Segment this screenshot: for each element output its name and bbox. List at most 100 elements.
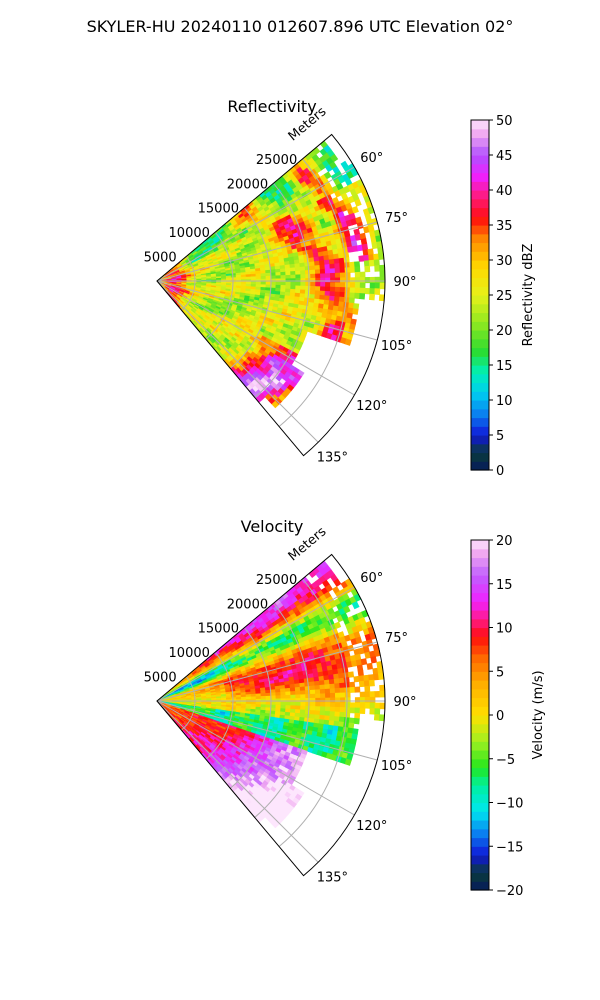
colorbar-segment — [471, 592, 489, 602]
radar-cell — [368, 254, 375, 261]
colorbar-segment — [471, 198, 489, 209]
colorbar-segment — [471, 557, 489, 567]
radar-cell — [339, 687, 346, 694]
radar-cell — [368, 293, 376, 301]
radar-cell — [305, 269, 311, 275]
colorbar-segment — [471, 688, 489, 699]
colorbar-segment — [471, 137, 489, 147]
colorbar-segment — [471, 706, 489, 716]
radar-cell — [333, 296, 341, 303]
radar-cell — [300, 690, 306, 696]
colorbar-segment — [471, 417, 489, 427]
colorbar-segment — [471, 750, 489, 760]
colorbar-segment — [471, 645, 489, 655]
colorbar-segment — [471, 207, 489, 217]
radar-cell — [280, 278, 287, 283]
colorbar-segment — [471, 846, 489, 856]
radar-cell — [359, 707, 366, 715]
colorbar-tick-label: 40 — [496, 184, 513, 199]
radar-cell — [290, 285, 297, 290]
range-tick-label: 15000 — [198, 622, 239, 637]
radar-cell — [320, 702, 326, 708]
radar-cell — [305, 705, 311, 711]
radar-cell — [300, 285, 306, 291]
radar-cell — [328, 678, 335, 685]
radar-cell — [275, 272, 282, 277]
radar-cell — [285, 698, 292, 703]
colorbar-segment — [471, 767, 489, 777]
radar-cell — [361, 243, 369, 251]
reflectivity-field — [156, 140, 386, 409]
radar-cell — [354, 697, 361, 704]
radar-cell — [339, 287, 346, 293]
radar-cell — [285, 701, 292, 706]
radar-cell — [285, 274, 292, 280]
radar-cell — [374, 265, 381, 272]
radar-cell — [295, 701, 302, 707]
radar-cell — [285, 281, 292, 286]
radar-cell — [374, 276, 381, 284]
radar-cell — [329, 268, 336, 274]
radar-cell — [310, 702, 316, 707]
radar-cell — [379, 276, 386, 284]
radar-cell — [320, 277, 326, 283]
radar-cell — [300, 281, 306, 287]
colorbar-segment — [471, 435, 489, 445]
radar-cell — [354, 712, 361, 720]
radar-cell — [338, 677, 345, 684]
colorbar-segment — [471, 391, 489, 401]
radar-cell — [368, 674, 375, 681]
radar-cell — [309, 265, 316, 271]
colorbar-segment — [471, 242, 489, 252]
radar-cell — [339, 702, 346, 708]
colorbar-tick-label: −20 — [496, 884, 523, 899]
radar-cell — [373, 713, 380, 721]
radar-cell — [340, 697, 346, 703]
azimuth-tick-label: 135° — [317, 870, 348, 885]
radar-cell — [309, 290, 316, 296]
colorbar-segment — [471, 566, 489, 576]
radar-cell — [344, 707, 351, 714]
radar-cell — [304, 685, 311, 691]
colorbar-segment — [471, 408, 489, 419]
radar-cell — [354, 287, 361, 294]
radar-cell — [343, 677, 350, 684]
radar-cell — [295, 274, 302, 279]
radar-cell — [300, 270, 306, 276]
radar-cell — [265, 275, 272, 280]
radar-cell — [325, 273, 331, 279]
radar-cell — [290, 690, 296, 696]
radar-cell — [330, 153, 339, 163]
radar-cell — [344, 292, 351, 299]
colorbar-segment — [471, 636, 489, 646]
radar-cell — [265, 281, 272, 286]
radar-cell — [260, 275, 267, 280]
radar-cell — [339, 267, 346, 274]
radar-cell — [319, 688, 326, 695]
radar-cell — [310, 273, 316, 279]
radar-cell — [309, 269, 316, 275]
radar-cell — [300, 694, 306, 699]
radar-cell — [344, 287, 351, 294]
radar-cell — [330, 282, 336, 288]
colorbar-segment — [471, 268, 489, 279]
radar-cell — [285, 278, 292, 283]
colorbar-segment — [471, 610, 489, 620]
colorbar-tick-label: 10 — [496, 394, 513, 409]
radar-cell — [295, 698, 302, 703]
radar-cell — [329, 688, 336, 694]
radar-cell — [344, 687, 351, 694]
radar-cell — [290, 701, 297, 707]
radar-cell — [374, 288, 381, 295]
colorbar-segment — [471, 881, 489, 891]
radar-cell — [379, 702, 386, 710]
radar-cell — [280, 695, 287, 700]
colorbar-tick-label: 25 — [496, 289, 513, 304]
radar-cell — [339, 707, 346, 713]
radar-cell — [349, 266, 356, 273]
radar-cell — [334, 272, 341, 279]
radar-cell — [320, 697, 326, 703]
radar-cell — [344, 272, 351, 279]
colorbar-segment — [471, 548, 489, 559]
colorbar-segment — [471, 680, 489, 690]
